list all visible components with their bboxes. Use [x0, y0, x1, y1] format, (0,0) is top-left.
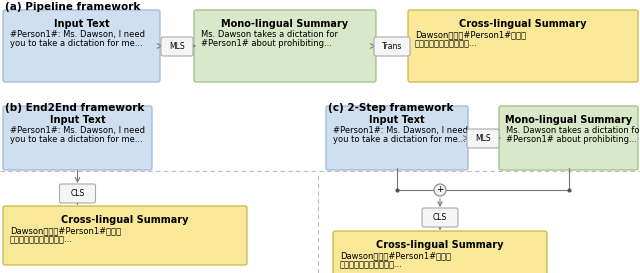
Text: MLS: MLS — [475, 134, 491, 143]
Text: Dawson女士为#Person1#做了一: Dawson女士为#Person1#做了一 — [10, 226, 121, 235]
FancyBboxPatch shape — [161, 37, 193, 56]
FancyBboxPatch shape — [408, 10, 638, 82]
Text: 份关于禁止在办公室使用...: 份关于禁止在办公室使用... — [340, 260, 403, 269]
Text: (b) End2End framework: (b) End2End framework — [5, 103, 145, 113]
Text: Trans: Trans — [382, 42, 402, 51]
FancyBboxPatch shape — [374, 37, 410, 56]
Text: Input Text: Input Text — [54, 19, 109, 29]
FancyBboxPatch shape — [3, 106, 152, 170]
Text: #Person1#: Ms. Dawson, I need: #Person1#: Ms. Dawson, I need — [10, 30, 145, 39]
Text: (c) 2-Step framework: (c) 2-Step framework — [328, 103, 454, 113]
Text: 份关于禁止在办公室使用...: 份关于禁止在办公室使用... — [10, 235, 73, 244]
FancyBboxPatch shape — [194, 10, 376, 82]
Text: Cross-lingual Summary: Cross-lingual Summary — [460, 19, 587, 29]
Text: CLS: CLS — [70, 189, 84, 198]
Text: 份关于禁止在办公室使用...: 份关于禁止在办公室使用... — [415, 39, 478, 48]
Text: Mono-lingual Summary: Mono-lingual Summary — [505, 115, 632, 125]
Circle shape — [434, 184, 446, 196]
FancyBboxPatch shape — [3, 10, 160, 82]
Text: Dawson女士为#Person1#做了一: Dawson女士为#Person1#做了一 — [415, 30, 526, 39]
Text: Ms. Dawson takes a dictation for: Ms. Dawson takes a dictation for — [201, 30, 338, 39]
Text: Cross-lingual Summary: Cross-lingual Summary — [61, 215, 189, 225]
Text: #Person1#: Ms. Dawson, I need: #Person1#: Ms. Dawson, I need — [333, 126, 468, 135]
Text: Dawson女士为#Person1#做了一: Dawson女士为#Person1#做了一 — [340, 251, 451, 260]
Text: Input Text: Input Text — [50, 115, 106, 125]
Text: (a) Pipeline framework: (a) Pipeline framework — [5, 2, 140, 12]
Text: #Person1#: Ms. Dawson, I need: #Person1#: Ms. Dawson, I need — [10, 126, 145, 135]
Text: Cross-lingual Summary: Cross-lingual Summary — [376, 240, 504, 250]
Text: +: + — [436, 185, 444, 194]
FancyBboxPatch shape — [326, 106, 468, 170]
Text: #Person1# about prohibiting...: #Person1# about prohibiting... — [506, 135, 637, 144]
FancyBboxPatch shape — [422, 208, 458, 227]
Text: #Person1# about prohibiting...: #Person1# about prohibiting... — [201, 39, 332, 48]
FancyBboxPatch shape — [333, 231, 547, 273]
Text: MLS: MLS — [169, 42, 185, 51]
FancyBboxPatch shape — [60, 184, 95, 203]
Text: CLS: CLS — [433, 213, 447, 222]
Text: Input Text: Input Text — [369, 115, 425, 125]
Text: you to take a dictation for me...: you to take a dictation for me... — [333, 135, 466, 144]
FancyBboxPatch shape — [467, 129, 499, 148]
Text: Ms. Dawson takes a dictation for: Ms. Dawson takes a dictation for — [506, 126, 640, 135]
Text: you to take a dictation for me...: you to take a dictation for me... — [10, 135, 143, 144]
Text: Mono-lingual Summary: Mono-lingual Summary — [221, 19, 349, 29]
FancyBboxPatch shape — [499, 106, 638, 170]
FancyBboxPatch shape — [3, 206, 247, 265]
Text: you to take a dictation for me...: you to take a dictation for me... — [10, 39, 143, 48]
